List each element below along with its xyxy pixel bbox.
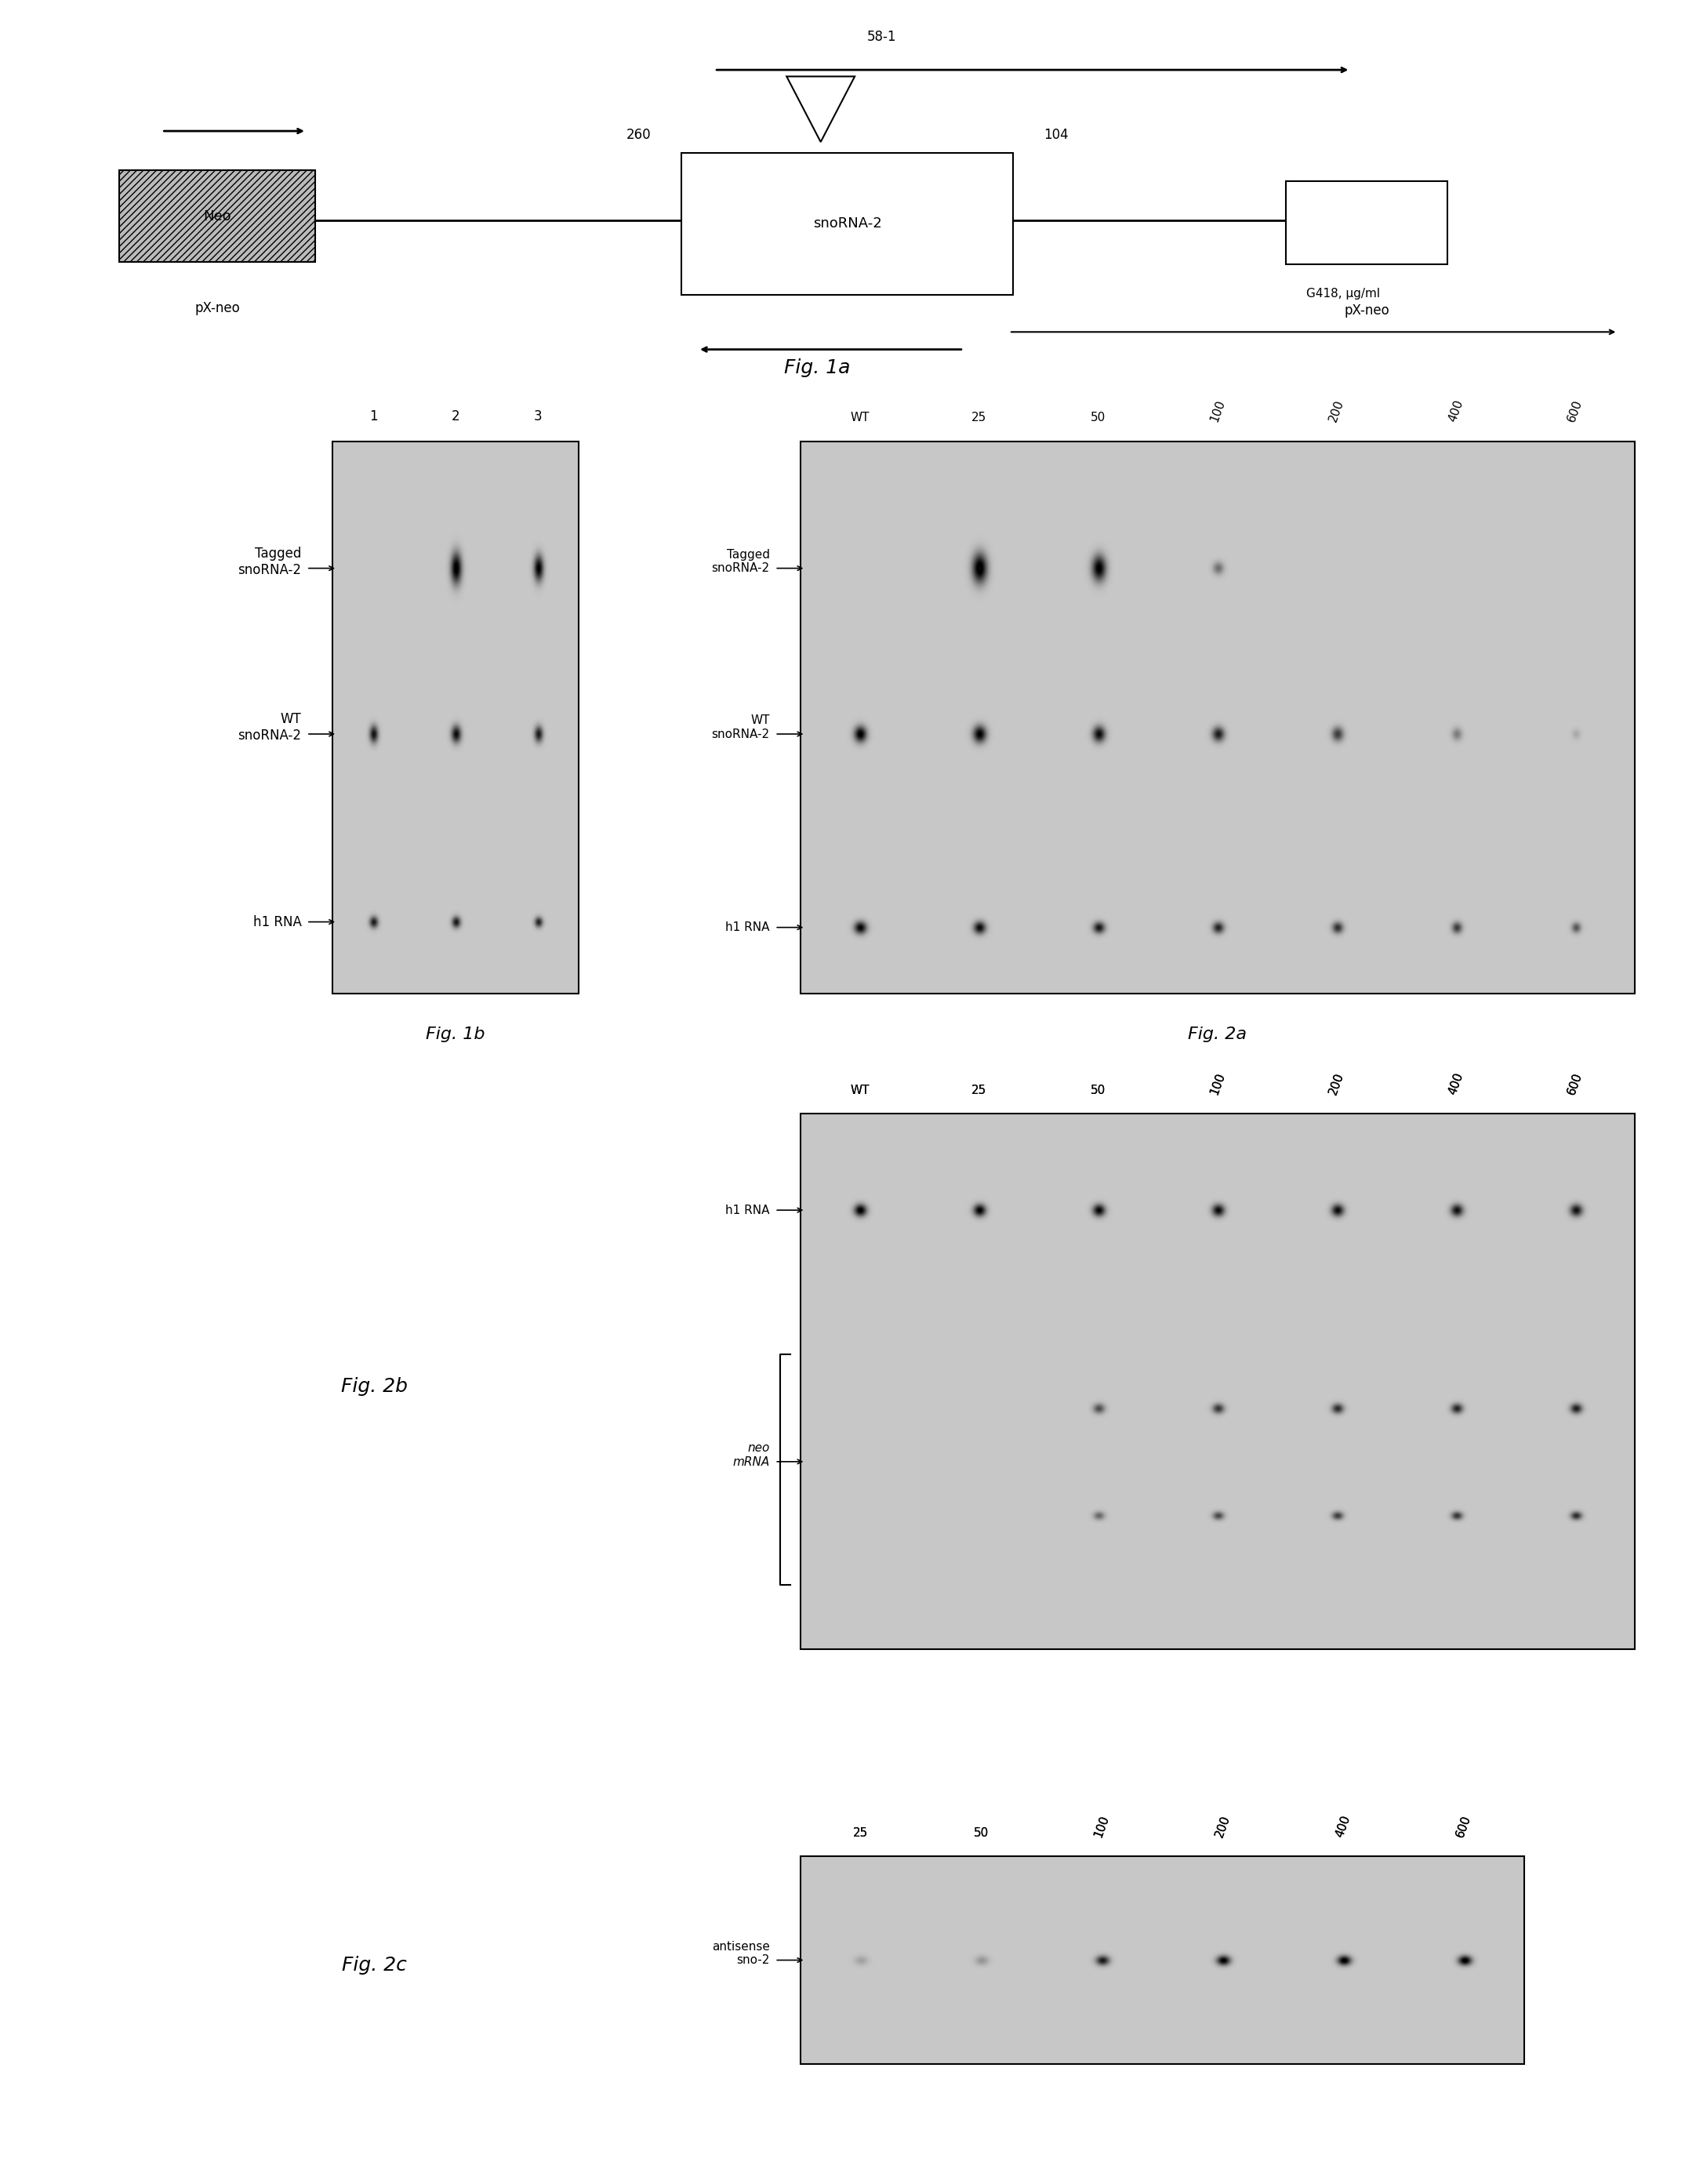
Text: Tagged
snoRNA-2: Tagged snoRNA-2 <box>238 546 301 577</box>
Bar <box>1286 181 1448 264</box>
Text: Fig. 1b: Fig. 1b <box>426 1026 485 1042</box>
Text: Fig. 2a: Fig. 2a <box>1189 1026 1247 1042</box>
Text: 260: 260 <box>627 129 651 142</box>
Bar <box>681 153 1013 295</box>
Text: antisense
sno-2: antisense sno-2 <box>712 1942 770 1966</box>
Text: 25: 25 <box>972 1085 986 1096</box>
Bar <box>800 441 1635 994</box>
Text: 200: 200 <box>1327 1070 1347 1096</box>
Text: snoRNA-2: snoRNA-2 <box>812 216 882 232</box>
Text: 600: 600 <box>1454 1813 1473 1839</box>
Text: 1: 1 <box>370 411 378 424</box>
Text: 25: 25 <box>972 413 986 424</box>
Text: 400: 400 <box>1333 1813 1352 1839</box>
Text: Fig. 1a: Fig. 1a <box>785 358 850 378</box>
Text: 400: 400 <box>1446 1070 1466 1096</box>
Text: Neo: Neo <box>203 210 232 223</box>
Text: WT: WT <box>850 413 870 424</box>
Text: 25: 25 <box>972 1085 986 1096</box>
Bar <box>332 441 579 994</box>
Text: 25: 25 <box>853 1828 869 1839</box>
Text: 100: 100 <box>1093 1813 1112 1839</box>
Text: Fig. 2c: Fig. 2c <box>342 1957 407 1974</box>
Text: pX-neo: pX-neo <box>194 301 240 314</box>
Text: 400: 400 <box>1333 1813 1352 1839</box>
Text: pX-neo: pX-neo <box>1344 304 1390 317</box>
Text: 25: 25 <box>853 1828 869 1839</box>
Bar <box>800 1856 1524 2064</box>
Text: h1 RNA: h1 RNA <box>254 915 301 928</box>
Text: 50: 50 <box>1092 1085 1105 1096</box>
Text: Fig. 2b: Fig. 2b <box>341 1378 409 1396</box>
Text: 600: 600 <box>1565 1070 1585 1096</box>
Text: h1 RNA: h1 RNA <box>725 922 770 933</box>
Text: neo
mRNA: neo mRNA <box>732 1441 770 1468</box>
Text: 50: 50 <box>1092 413 1105 424</box>
Text: 100: 100 <box>1207 1070 1228 1096</box>
Text: 100: 100 <box>1093 1813 1112 1839</box>
Text: 2: 2 <box>451 411 460 424</box>
Text: h1 RNA: h1 RNA <box>725 1203 770 1216</box>
Text: 3: 3 <box>533 411 542 424</box>
Text: WT
snoRNA-2: WT snoRNA-2 <box>238 712 301 743</box>
Text: 200: 200 <box>1327 397 1347 424</box>
Bar <box>800 1114 1635 1649</box>
Text: WT: WT <box>850 1085 870 1096</box>
Text: 600: 600 <box>1565 1070 1585 1096</box>
Text: 600: 600 <box>1454 1813 1473 1839</box>
Text: 200: 200 <box>1213 1813 1231 1839</box>
Text: 400: 400 <box>1446 397 1466 424</box>
Text: 400: 400 <box>1446 1070 1466 1096</box>
Bar <box>119 170 315 262</box>
Text: 50: 50 <box>974 1828 989 1839</box>
Text: 58-1: 58-1 <box>867 31 896 44</box>
Text: 104: 104 <box>1044 129 1068 142</box>
Text: WT: WT <box>850 1085 870 1096</box>
Text: 50: 50 <box>974 1828 989 1839</box>
Text: 600: 600 <box>1565 397 1585 424</box>
Text: 100: 100 <box>1207 1070 1228 1096</box>
Text: Tagged
snoRNA-2: Tagged snoRNA-2 <box>712 548 770 574</box>
Text: 50: 50 <box>1092 1085 1105 1096</box>
Text: 200: 200 <box>1213 1813 1231 1839</box>
Text: 100: 100 <box>1207 397 1228 424</box>
Text: G418, μg/ml: G418, μg/ml <box>1306 288 1379 299</box>
Text: WT
snoRNA-2: WT snoRNA-2 <box>712 714 770 740</box>
Text: 200: 200 <box>1327 1070 1347 1096</box>
